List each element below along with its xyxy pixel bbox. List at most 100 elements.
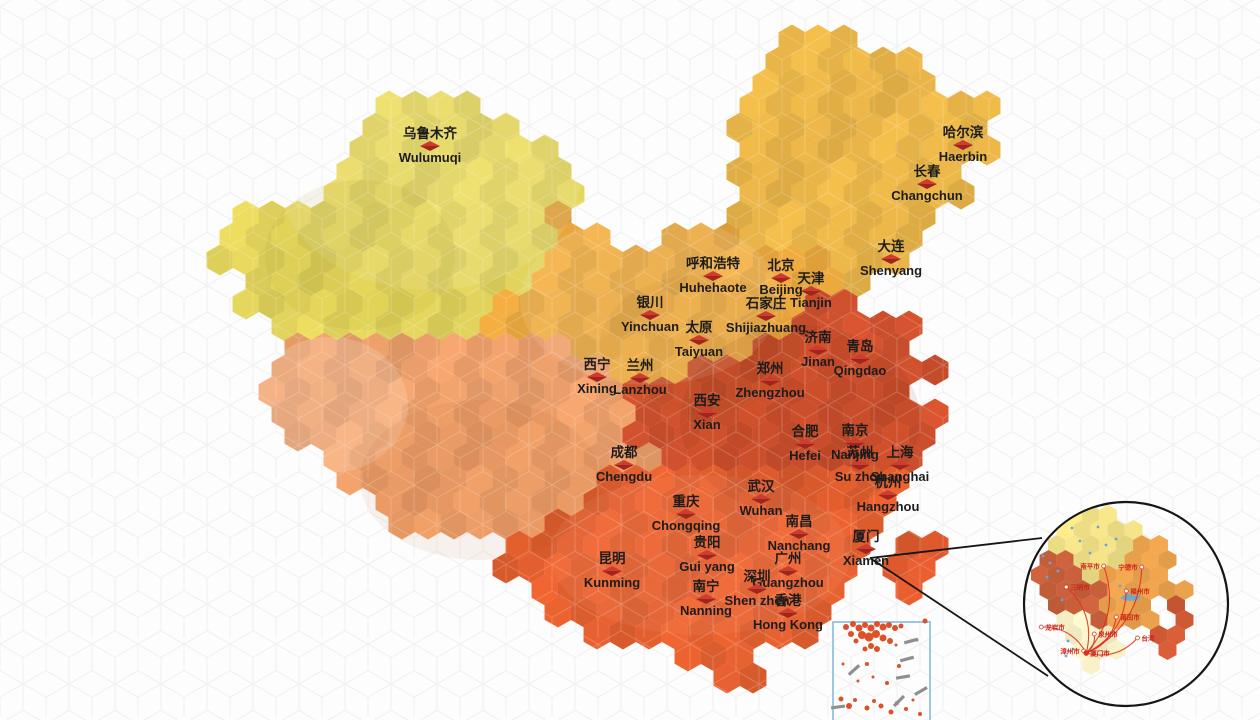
city-guangzhou[interactable]: 广州 Guangzhou: [752, 550, 824, 590]
city-haerbin[interactable]: 哈尔滨 Haerbin: [939, 124, 987, 164]
inset-city-台湾: 台湾: [1135, 633, 1155, 642]
inset-blue-dot: [1088, 551, 1092, 555]
city-taiyuan[interactable]: 太原 Taiyuan: [675, 319, 723, 359]
island-dot: [879, 623, 887, 631]
island-dot: [858, 631, 866, 639]
island-dot: [922, 618, 928, 624]
city-marker-diamond: [696, 599, 716, 604]
island-dot: [886, 622, 892, 628]
city-shijiazhuang[interactable]: 石家庄 Shijiazhuang: [726, 295, 806, 335]
city-changchun[interactable]: 长春 Changchun: [891, 163, 963, 203]
city-marker-diamond: [808, 345, 828, 350]
inset-city-marker: [1135, 635, 1140, 641]
city-name-en: Huhehaote: [679, 280, 746, 295]
inset-blue-dot: [1066, 639, 1070, 643]
city-shen-zhen[interactable]: 深圳 Shen zhen: [724, 568, 789, 608]
inset-city-宁德市: 宁德市: [1118, 562, 1145, 571]
city-huhehaote[interactable]: 呼和浩特 Huhehaote: [679, 255, 746, 295]
city-marker-diamond: [778, 613, 798, 618]
city-name-cn: 济南: [805, 329, 832, 345]
city-qingdao[interactable]: 青岛 Qingdao: [834, 338, 887, 378]
city-name-cn: 厦门: [853, 528, 880, 544]
city-marker-diamond: [747, 589, 767, 594]
city-marker-diamond: [881, 259, 901, 264]
south-china-sea-inset: [830, 618, 931, 720]
city-xian[interactable]: 西安 Xian: [693, 392, 721, 432]
inset-blue-dot: [1071, 647, 1075, 651]
city-marker-diamond: [420, 146, 440, 151]
inset-blue-dot: [1078, 539, 1082, 543]
city-marker-diamond: [630, 378, 650, 383]
city-name-en: Xian: [693, 417, 721, 432]
inset-city-name: 漳州市: [1060, 646, 1080, 655]
city-name-en: Hangzhou: [857, 499, 920, 514]
flight-line: [1086, 590, 1127, 654]
city-nanjing[interactable]: 南京 Nanjing: [831, 422, 879, 462]
inset-city-龙岩市: 龙岩市: [1038, 622, 1065, 631]
city-name-en: Shijiazhuang: [726, 320, 806, 335]
city-marker-diamond: [602, 571, 622, 576]
island-dot: [862, 646, 868, 652]
city-marker-diamond: [760, 381, 780, 386]
city-name-cn: 成都: [611, 444, 639, 460]
city-chengdu[interactable]: 成都 Chengdu: [596, 444, 652, 484]
city-marker-diamond: [953, 140, 973, 145]
city-marker-diamond: [697, 408, 717, 413]
city-marker-diamond: [850, 460, 870, 465]
city-hangzhou[interactable]: 杭州 Hangzhou: [857, 474, 920, 514]
island-dot: [888, 709, 894, 715]
city-nanchang[interactable]: 南昌 Nanchang: [768, 513, 831, 553]
city-name-en: Wulumuqi: [399, 150, 462, 165]
nine-dash-segment: [847, 664, 861, 676]
city-nanning[interactable]: 南宁 Nanning: [680, 578, 732, 618]
inset-hex: [1081, 654, 1101, 676]
city-hong-kong[interactable]: 香港 Hong Kong: [753, 592, 823, 632]
city-name-cn: 西安: [694, 392, 721, 408]
city-wuhan[interactable]: 武汉 Wuhan: [739, 478, 782, 518]
city-xining[interactable]: 西宁 Xining: [577, 356, 617, 396]
city-hefei[interactable]: 合肥 Hefei: [789, 423, 821, 463]
city-xiamen[interactable]: 厦门 Xiamen: [843, 528, 889, 568]
nine-dash-segment: [830, 704, 846, 710]
city-name-cn: 南宁: [693, 578, 720, 594]
city-name-cn: 苏州: [847, 444, 874, 460]
island-dot: [892, 625, 898, 631]
city-jinan[interactable]: 济南 Jinan: [801, 329, 835, 369]
city-marker-diamond: [747, 584, 767, 589]
island-dot: [872, 699, 876, 703]
city-tianjin[interactable]: 天津 Tianjin: [790, 270, 832, 310]
flight-line: [1086, 616, 1117, 654]
inset-city-name: 莆田市: [1120, 612, 1140, 621]
city-name-en: Nanning: [680, 603, 732, 618]
inset-city-name: 厦门市: [1090, 648, 1110, 657]
city-marker-diamond: [771, 278, 791, 283]
city-name-en: Qingdao: [834, 363, 887, 378]
city-marker-diamond: [917, 179, 937, 184]
city-name-en: Nanchang: [768, 538, 831, 553]
island-dot: [868, 643, 874, 649]
city-lanzhou[interactable]: 兰州 Lanzhou: [613, 357, 666, 397]
city-chongqing[interactable]: 重庆 Chongqing: [652, 493, 721, 533]
inset-city-marker: [1091, 631, 1097, 637]
city-wulumuqi[interactable]: 乌鲁木齐 Wulumuqi: [399, 125, 462, 165]
city-shenyang[interactable]: 大连 Shenyang: [860, 238, 922, 278]
city-shanghai[interactable]: 上海 Shanghai: [871, 444, 930, 484]
city-marker-diamond: [760, 376, 780, 381]
city-gui-yang[interactable]: 贵阳 Gui yang: [679, 534, 735, 574]
city-name-cn: 广州: [775, 550, 802, 566]
city-kunming[interactable]: 昆明 Kunming: [584, 551, 640, 590]
city-marker-diamond: [778, 566, 798, 571]
inset-hub-厦门市: 厦门市: [1083, 648, 1110, 657]
city-name-cn: 太原: [686, 319, 714, 335]
city-marker-diamond: [778, 571, 798, 576]
city-name-en: Hefei: [789, 448, 821, 463]
city-beijing[interactable]: 北京 Beijing: [759, 257, 802, 297]
city-marker-diamond: [756, 311, 776, 316]
island-dot: [887, 638, 893, 644]
city-zhengzhou[interactable]: 郑州 Zhengzhou: [735, 360, 804, 400]
island-dot: [894, 643, 898, 647]
city-yinchuan[interactable]: 银川 Yinchuan: [621, 294, 679, 334]
island-dot: [879, 634, 887, 642]
city-su-zhou[interactable]: 苏州 Su zhou: [835, 444, 886, 484]
